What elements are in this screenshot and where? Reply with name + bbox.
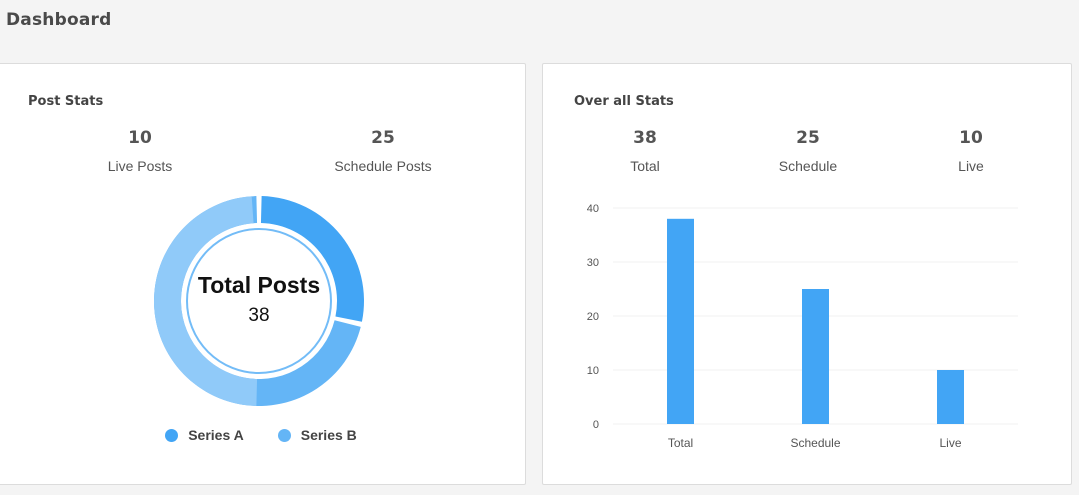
x-tick-label: Schedule [790, 436, 840, 450]
legend-dot [165, 428, 179, 442]
donut-slice-series-b-light[interactable] [153, 196, 258, 406]
donut-center-value: 38 [248, 305, 269, 326]
stat-schedule: 25 Schedule [738, 128, 878, 174]
x-tick-label: Total [668, 436, 693, 450]
legend-dot [277, 428, 291, 442]
overall-stats-title: Over all Stats [574, 94, 674, 109]
stat-value: 25 [796, 128, 820, 148]
stat-value: 10 [128, 128, 152, 148]
stat-label: Schedule [778, 158, 838, 174]
page-title: Dashboard [6, 10, 112, 30]
donut-inner-ring [186, 228, 332, 374]
stat-label: Schedule Posts [334, 158, 432, 174]
legend-item-series-a[interactable]: Series A [165, 427, 244, 443]
bar-schedule[interactable] [802, 289, 829, 424]
stat-label: Live [958, 158, 984, 174]
stat-label: Total [630, 158, 660, 174]
donut-legend: Series A Series B [0, 427, 525, 443]
legend-label: Series B [300, 427, 357, 443]
bar-total[interactable] [667, 218, 694, 424]
stat-schedule-posts: 25 Schedule Posts [313, 128, 453, 174]
overall-stats-card: Over all Stats 38 Total 25 Schedule 10 L… [542, 63, 1072, 485]
bar-live[interactable] [937, 370, 964, 424]
donut-center-title: Total Posts [198, 272, 320, 298]
y-tick-label: 30 [587, 257, 599, 269]
bar-chart: 0 10 20 30 40 Total Schedule Live [587, 203, 1018, 450]
stat-live: 10 Live [901, 128, 1041, 174]
donut-chart: Total Posts 38 [153, 196, 364, 406]
legend-label: Series A [188, 427, 244, 443]
y-tick-label: 0 [593, 419, 599, 431]
stat-value: 25 [371, 128, 395, 148]
donut-slice-series-a[interactable] [260, 196, 364, 322]
y-tick-label: 20 [587, 311, 599, 323]
stat-value: 10 [959, 128, 983, 148]
y-tick-label: 10 [587, 365, 599, 377]
stat-label: Live Posts [107, 158, 173, 174]
stat-total: 38 Total [575, 128, 715, 174]
stat-live-posts: 10 Live Posts [70, 128, 210, 174]
legend-item-series-b[interactable]: Series B [277, 427, 357, 443]
post-stats-card: Post Stats 10 Live Posts 25 Schedule Pos… [0, 63, 526, 485]
x-tick-label: Live [939, 436, 961, 450]
stat-value: 38 [633, 128, 657, 148]
post-stats-title: Post Stats [28, 94, 104, 109]
y-tick-label: 40 [587, 203, 599, 215]
